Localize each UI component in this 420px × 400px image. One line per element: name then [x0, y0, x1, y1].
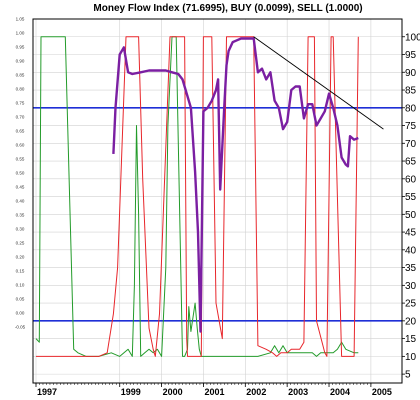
- right-tick-label: 70: [405, 139, 417, 150]
- left-tick-label: 0.10: [16, 283, 25, 288]
- right-tick-label: 75: [405, 121, 417, 132]
- right-tick-label: 55: [405, 192, 417, 203]
- left-tick-label: 0.85: [16, 73, 25, 78]
- left-tick-label: 0.15: [16, 269, 25, 274]
- right-tick-label: 100: [405, 32, 420, 43]
- right-tick-label: 30: [405, 281, 417, 292]
- left-tick-label: 0.05: [16, 297, 25, 302]
- right-tick-label: 10: [405, 352, 417, 363]
- right-tick-label: 5: [405, 370, 411, 381]
- left-tick-label: 0.50: [16, 171, 25, 176]
- right-tick-label: 90: [405, 68, 417, 79]
- left-tick-label: 0.35: [16, 213, 25, 218]
- right-tick-label: 20: [405, 316, 417, 327]
- right-tick-label: 15: [405, 334, 417, 345]
- left-tick-label: 0.40: [16, 199, 25, 204]
- left-tick-label: 0.65: [16, 129, 25, 134]
- left-tick-label: 0.80: [16, 87, 25, 92]
- left-tick-label: 0.60: [16, 143, 25, 148]
- left-tick-label: 0.30: [16, 227, 25, 232]
- right-tick-label: 65: [405, 157, 417, 168]
- left-tick-label: 0.45: [16, 185, 25, 190]
- right-tick-label: 35: [405, 263, 417, 274]
- left-tick-label: 0.95: [16, 45, 25, 50]
- x-tick-label: 2002: [246, 387, 266, 397]
- x-tick-label: 2003: [288, 387, 308, 397]
- x-tick-label: 1999: [121, 387, 141, 397]
- left-tick-label: 0.75: [16, 101, 25, 106]
- left-tick-label: -0.05: [15, 325, 26, 330]
- left-axis: 1.05 1.00 0.95 0.90 0.85 0.80 0.75 0.70 0.65 0.60…: [15, 17, 26, 330]
- right-tick-label: 25: [405, 299, 417, 310]
- left-tick-label: 0.70: [16, 115, 25, 120]
- right-tick-label: 85: [405, 86, 417, 97]
- left-tick-label: 1.05: [16, 17, 25, 22]
- left-tick-label: 0.25: [16, 241, 25, 246]
- left-tick-label: 0.00: [16, 311, 25, 316]
- left-tick-label: 0.20: [16, 255, 25, 260]
- right-tick-label: 80: [405, 103, 417, 114]
- x-tick-label: 2001: [204, 387, 224, 397]
- right-tick-label: 40: [405, 245, 417, 256]
- left-tick-label: 1.00: [16, 31, 25, 36]
- left-tick-label: 0.55: [16, 157, 25, 162]
- left-tick-label: 0.90: [16, 59, 25, 64]
- x-tick-label: 1997: [37, 387, 57, 397]
- chart-title: Money Flow Index (71.6995), BUY (0.0099)…: [93, 3, 362, 14]
- right-tick-label: 45: [405, 228, 417, 239]
- right-tick-label: 95: [405, 50, 417, 61]
- right-tick-label: 60: [405, 174, 417, 185]
- right-tick-label: 50: [405, 210, 417, 221]
- x-tick-label: 2004: [330, 387, 350, 397]
- x-tick-label: 2000: [163, 387, 183, 397]
- x-tick-label: 2005: [372, 387, 392, 397]
